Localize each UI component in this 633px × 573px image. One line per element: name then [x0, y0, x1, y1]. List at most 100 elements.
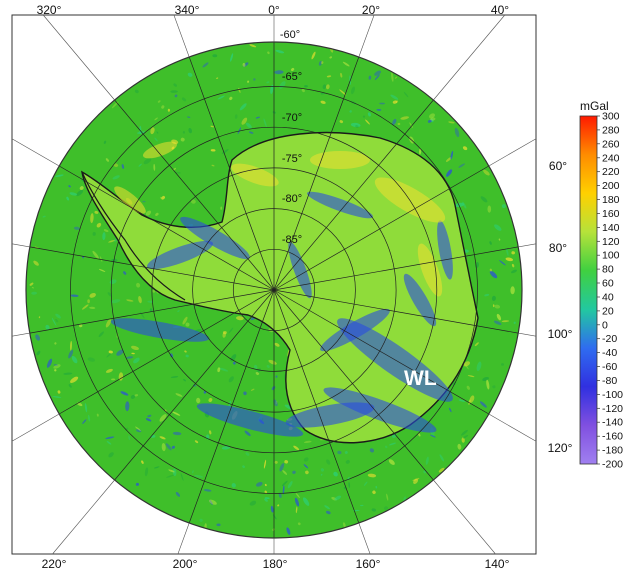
texture-speck [242, 465, 245, 469]
texture-speck [458, 163, 465, 168]
texture-speck [172, 411, 181, 416]
texture-speck [228, 376, 234, 383]
texture-speck [501, 204, 506, 209]
colorbar-tick-label: 120 [602, 236, 620, 248]
texture-speck [79, 186, 84, 191]
texture-speck [194, 440, 199, 444]
texture-speck [31, 291, 37, 295]
meridian-extension [52, 479, 115, 555]
texture-speck [136, 282, 141, 288]
texture-speck [157, 100, 161, 103]
texture-speck [286, 527, 291, 535]
texture-speck [489, 268, 493, 272]
meridian-line [188, 56, 275, 291]
texture-speck [216, 77, 219, 79]
longitude-label: 100° [548, 327, 573, 341]
texture-speck [241, 117, 248, 125]
texture-speck [326, 459, 331, 465]
texture-speck [384, 445, 388, 449]
texture-speck [130, 394, 136, 399]
texture-speck [171, 445, 175, 449]
texture-speck [494, 224, 502, 231]
texture-speck [154, 117, 158, 121]
texture-speck [268, 359, 277, 365]
texture-speck [120, 391, 129, 396]
meridian-extension [358, 522, 371, 555]
texture-speck [392, 118, 397, 125]
longitude-label: 340° [175, 3, 200, 17]
texture-speck [174, 94, 178, 98]
texture-speck [234, 114, 238, 119]
texture-speck [112, 175, 120, 180]
texture-speck [244, 430, 251, 437]
texture-speck [266, 81, 270, 84]
texture-speck [102, 232, 106, 241]
texture-speck [147, 300, 154, 303]
longitude-label: 180° [263, 557, 288, 571]
texture-speck [253, 364, 258, 370]
longitude-label: 40° [491, 3, 509, 17]
texture-speck [271, 386, 276, 391]
texture-speck [360, 504, 364, 507]
texture-speck [245, 122, 252, 129]
texture-speck [150, 127, 155, 135]
longitude-label: 60° [549, 159, 567, 173]
texture-speck [166, 474, 175, 478]
texture-speck [211, 164, 215, 167]
texture-speck [33, 260, 39, 266]
antarctic-peninsula-coastline [81, 171, 186, 301]
texture-speck [463, 361, 469, 370]
texture-speck [71, 355, 78, 364]
texture-speck [185, 354, 189, 358]
meridian-line [188, 289, 275, 524]
texture-speck [409, 122, 413, 128]
texture-speck [311, 51, 316, 60]
texture-speck [217, 95, 225, 100]
texture-speck [107, 292, 112, 297]
texture-speck [295, 492, 300, 499]
texture-speck [320, 61, 324, 64]
colorbar-tick-label: 0 [602, 319, 608, 331]
texture-speck [106, 440, 112, 445]
low-anomaly-streak [285, 402, 375, 428]
texture-speck [45, 324, 50, 330]
colorbar-tick-label: 280 [602, 124, 620, 136]
texture-speck [334, 495, 342, 501]
high-anomaly-patch [114, 186, 146, 214]
texture-speck [194, 474, 204, 478]
texture-speck [390, 94, 399, 100]
texture-speck [506, 247, 509, 257]
texture-speck [350, 122, 361, 128]
texture-speck [493, 320, 502, 325]
longitude-label: 0° [268, 3, 280, 17]
texture-speck [365, 119, 370, 125]
texture-speck [68, 384, 72, 388]
colorbar-tick-label: -200 [602, 459, 623, 471]
texture-speck [96, 413, 99, 417]
texture-speck [182, 316, 188, 325]
texture-speck [133, 357, 140, 364]
texture-speck [489, 270, 498, 279]
texture-speck [53, 364, 61, 369]
texture-speck [278, 492, 282, 499]
colorbar-tick-label: -120 [602, 403, 623, 415]
colorbar-tick-label: 300 [602, 111, 620, 123]
colorbar-tick-labels: 3002802602402202001801601401201008060402… [597, 111, 623, 471]
longitude-label: 320° [37, 3, 62, 17]
texture-speck [121, 164, 125, 169]
texture-speck [149, 308, 153, 312]
texture-speck [450, 150, 454, 160]
polar-map [26, 42, 522, 538]
texture-speck [52, 396, 62, 398]
texture-speck [128, 435, 131, 441]
graticule [29, 42, 519, 538]
texture-speck [275, 375, 278, 378]
texture-speck [181, 97, 187, 102]
latitude-label: -60° [280, 29, 300, 41]
texture-speck [113, 163, 119, 167]
longitude-label: 120° [548, 441, 573, 455]
texture-speck [175, 393, 183, 397]
colorbar-tick-label: 160 [602, 208, 620, 220]
texture-speck [69, 192, 78, 196]
texture-speck [263, 459, 267, 469]
